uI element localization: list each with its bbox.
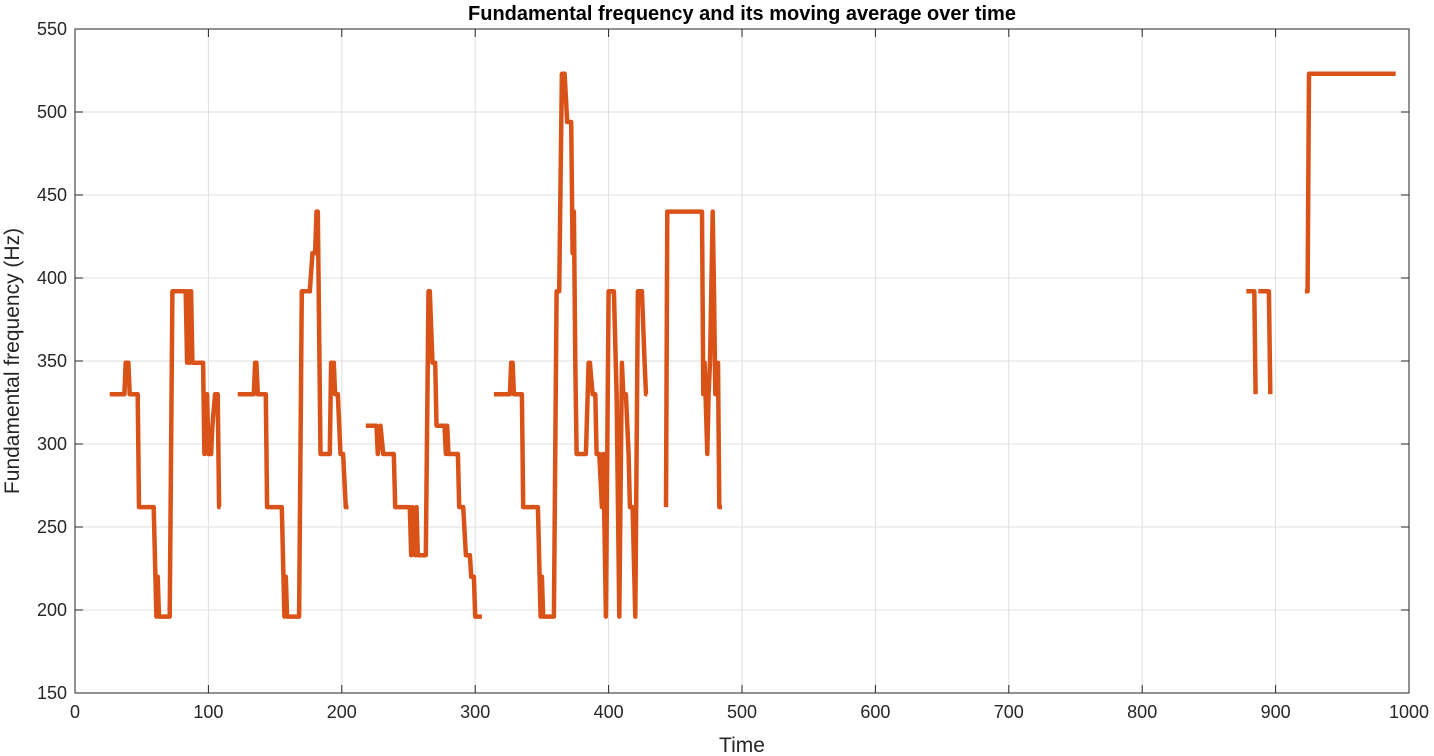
x-tick-label: 800 xyxy=(1127,702,1157,722)
y-axis-label: Fundamental frequency (Hz) xyxy=(1,228,24,494)
x-tick-label: 100 xyxy=(193,702,223,722)
series-line-segment xyxy=(237,209,349,619)
x-axis-label: Time xyxy=(719,734,765,756)
series-line-segment xyxy=(663,209,722,510)
x-tick-label: 400 xyxy=(594,702,624,722)
y-tick-label: 550 xyxy=(37,19,67,39)
chart-title: Fundamental frequency and its moving ave… xyxy=(468,3,1016,25)
series-line-segment xyxy=(365,289,482,619)
y-tick-label: 500 xyxy=(37,102,67,122)
tick-labels: 0 100 200 300 400 500 600 700 800 900 1000 150 200 25… xyxy=(37,19,1429,722)
series-line-segment xyxy=(493,71,649,619)
x-tick-label: 1000 xyxy=(1389,702,1429,722)
x-tick-label: 500 xyxy=(727,702,757,722)
axes xyxy=(74,28,1410,694)
x-tick-label: 300 xyxy=(460,702,490,722)
series-line-segment xyxy=(1304,71,1396,294)
x-tick-label: 900 xyxy=(1261,702,1291,722)
series-line-segment xyxy=(1258,289,1273,395)
grid xyxy=(74,28,1410,694)
series-line-segment xyxy=(109,289,222,619)
x-tick-label: 200 xyxy=(327,702,357,722)
series-line-segment xyxy=(1246,289,1258,395)
y-tick-label: 300 xyxy=(37,434,67,454)
series-layer xyxy=(109,71,1396,619)
x-tick-label: 700 xyxy=(994,702,1024,722)
y-tick-label: 450 xyxy=(37,185,67,205)
y-tick-label: 200 xyxy=(37,600,67,620)
y-tick-label: 150 xyxy=(37,683,67,703)
x-tick-label: 600 xyxy=(860,702,890,722)
x-tick-label: 0 xyxy=(70,702,80,722)
y-tick-label: 350 xyxy=(37,351,67,371)
y-tick-label: 400 xyxy=(37,268,67,288)
y-tick-label: 250 xyxy=(37,517,67,537)
